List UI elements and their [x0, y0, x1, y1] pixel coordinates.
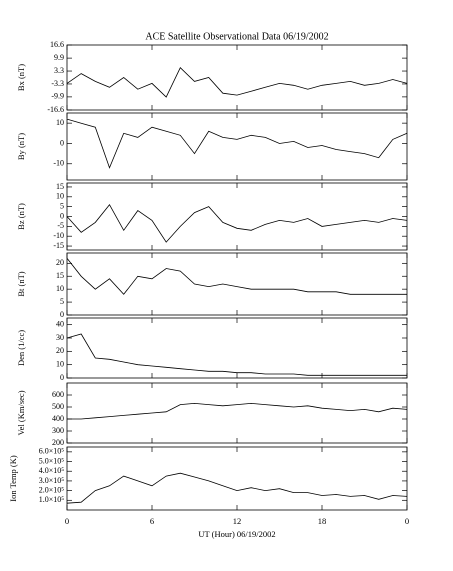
panel-frame: [66, 446, 408, 511]
y-axis-label: Ion Temp (K): [8, 455, 18, 502]
y-tick-label: 10: [56, 118, 64, 127]
y-tick-label: -9.9: [51, 92, 64, 101]
y-tick-label: 0: [60, 310, 64, 319]
y-tick-label: 1.0×10⁵: [39, 495, 65, 504]
y-tick-label: -10: [53, 159, 64, 168]
y-tick-label: 0: [60, 373, 64, 382]
y-tick-label: 10: [56, 284, 64, 293]
y-tick-label: 500: [52, 402, 64, 411]
data-line: [66, 203, 408, 243]
y-tick-label: 0: [60, 211, 64, 220]
y-tick-label: 15: [56, 182, 64, 191]
data-line: [66, 333, 407, 376]
data-line: [66, 472, 408, 504]
x-tick-label: 18: [318, 516, 327, 526]
y-tick-label: 5.0×10⁵: [39, 456, 65, 465]
y-tick-label: 6.0×10⁵: [39, 447, 65, 456]
y-tick-label: 3.0×10⁵: [39, 476, 65, 485]
y-axis-label: By (nT): [16, 133, 26, 160]
data-line: [66, 118, 408, 169]
y-tick-label: 9.9: [54, 53, 64, 62]
y-axis-label: Bt (nT): [16, 271, 26, 296]
y-tick-label: 200: [52, 438, 64, 447]
y-tick-label: 600: [52, 390, 64, 399]
panel-frame: [66, 382, 408, 444]
x-axis-label: UT (Hour) 06/19/2002: [198, 529, 275, 539]
y-tick-label: 300: [52, 426, 64, 435]
y-tick-label: -5: [57, 221, 64, 230]
y-tick-label: 2.0×10⁵: [39, 485, 65, 494]
y-tick-label: 40: [56, 319, 64, 328]
x-tick-label: 0: [65, 516, 69, 526]
panel-frame: [66, 252, 408, 316]
y-tick-label: 15: [56, 271, 64, 280]
data-line: [66, 257, 407, 295]
y-tick-label: 5: [60, 297, 64, 306]
panel-frame: [66, 182, 408, 251]
data-line: [66, 67, 408, 98]
y-tick-label: 20: [56, 346, 64, 355]
x-tick-label: 0: [405, 516, 409, 526]
y-axis-label: Vel (Km/sec): [16, 390, 26, 435]
y-tick-label: -16.6: [47, 105, 64, 114]
y-tick-label: 3.3: [54, 66, 64, 75]
y-tick-label: 16.6: [50, 40, 64, 49]
data-line: [67, 402, 408, 420]
y-axis-label: Den (1/cc): [16, 330, 26, 366]
y-tick-label: 4.0×10⁵: [39, 466, 65, 475]
y-tick-label: 20: [56, 258, 64, 267]
chart-title: ACE Satellite Observational Data 06/19/2…: [145, 31, 328, 42]
y-axis-label: Bz (nT): [16, 203, 26, 230]
y-tick-label: 0: [60, 138, 64, 147]
y-tick-label: -15: [53, 241, 64, 250]
y-tick-label: -3.3: [51, 79, 64, 88]
x-tick-label: 6: [150, 516, 154, 526]
panel-frame: [66, 317, 408, 379]
y-tick-label: 30: [56, 333, 64, 342]
y-tick-label: 10: [56, 192, 64, 201]
x-tick-label: 12: [233, 516, 242, 526]
y-tick-label: 400: [52, 414, 64, 423]
y-tick-label: 5: [60, 201, 64, 210]
y-tick-label: 10: [56, 359, 64, 368]
y-axis-label: Bx (nT): [16, 64, 26, 91]
y-tick-label: -10: [53, 231, 64, 240]
panel-frame: [66, 44, 408, 111]
